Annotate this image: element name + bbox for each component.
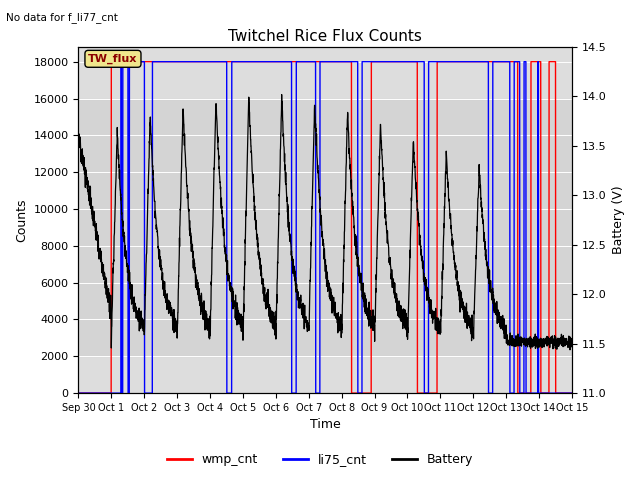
Text: TW_flux: TW_flux — [88, 54, 138, 64]
X-axis label: Time: Time — [310, 419, 340, 432]
Bar — [79, 98, 572, 356]
Y-axis label: Battery (V): Battery (V) — [612, 186, 625, 254]
Y-axis label: Counts: Counts — [15, 198, 28, 242]
Title: Twitchel Rice Flux Counts: Twitchel Rice Flux Counts — [228, 29, 422, 44]
Legend: wmp_cnt, li75_cnt, Battery: wmp_cnt, li75_cnt, Battery — [162, 448, 478, 471]
Text: No data for f_li77_cnt: No data for f_li77_cnt — [6, 12, 118, 23]
